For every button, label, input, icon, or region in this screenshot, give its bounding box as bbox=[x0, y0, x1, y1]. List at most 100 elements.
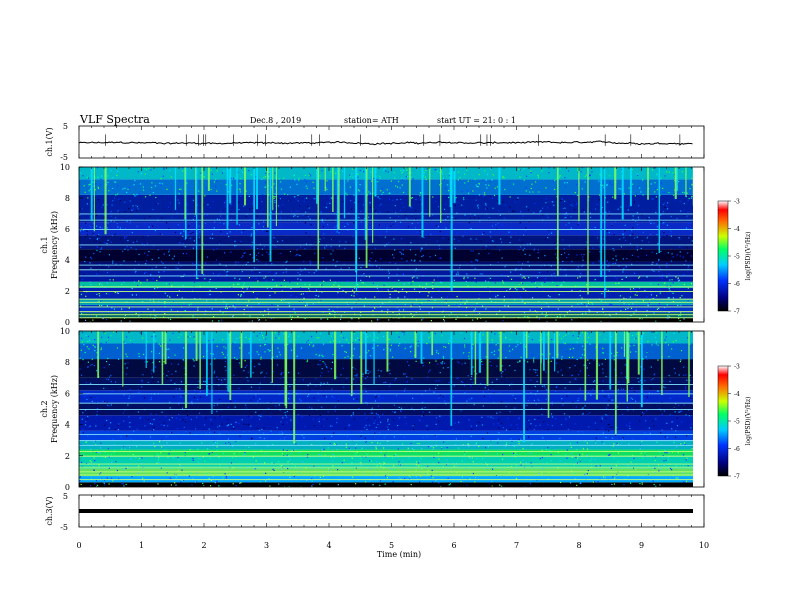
spectrogram-speckle bbox=[427, 235, 430, 238]
spectrogram-speckle bbox=[296, 253, 298, 256]
spectrogram-speckle bbox=[499, 484, 501, 486]
spectrogram-speckle bbox=[675, 446, 678, 448]
spectrogram-speckle bbox=[307, 453, 309, 456]
spectrogram-speckle bbox=[462, 381, 464, 383]
spectrogram-speckle bbox=[615, 465, 617, 467]
spectrogram-speckle bbox=[394, 411, 397, 413]
spectrogram-speckle bbox=[274, 292, 276, 294]
spectrogram-speckle bbox=[612, 196, 614, 198]
spectrogram-speckle bbox=[625, 431, 627, 433]
spectrogram-speckle bbox=[638, 381, 640, 383]
spectrogram-speckle bbox=[327, 318, 329, 320]
spectrogram-speckle bbox=[234, 277, 236, 279]
spectrogram-speckle bbox=[522, 241, 524, 243]
spectrogram-speckle bbox=[343, 459, 345, 461]
spectrogram-speckle bbox=[460, 480, 462, 483]
spectrogram-speckle bbox=[657, 359, 659, 361]
spectrogram-speckle bbox=[168, 251, 170, 253]
spectrogram-speckle bbox=[408, 392, 410, 394]
spectrogram-speckle bbox=[502, 282, 505, 284]
spectrogram-speckle bbox=[408, 364, 410, 366]
spectrogram-speckle bbox=[261, 254, 263, 256]
spectrogram-speckle bbox=[92, 232, 94, 235]
spectrogram-speckle bbox=[212, 237, 214, 240]
spectrogram-speckle bbox=[252, 291, 254, 294]
spectrogram-band bbox=[79, 476, 693, 483]
spectrogram-speckle bbox=[625, 239, 627, 242]
spectrogram-speckle bbox=[110, 220, 112, 222]
spectrogram-speckle bbox=[587, 469, 589, 472]
spectrogram-speckle bbox=[178, 191, 181, 193]
spectrogram-speckle bbox=[615, 312, 617, 315]
spectrogram-speckle bbox=[625, 424, 628, 426]
spectrogram-speckle bbox=[416, 261, 418, 263]
spectrogram-speckle bbox=[689, 188, 691, 190]
spectrogram-speckle bbox=[389, 261, 391, 263]
spectrogram-band bbox=[79, 343, 693, 360]
spectrogram-speckle bbox=[261, 335, 264, 337]
spectrogram-speckle bbox=[94, 483, 96, 485]
spectrogram-speckle bbox=[251, 320, 253, 322]
spectrogram-speckle bbox=[520, 431, 522, 433]
spectrogram-speckle bbox=[330, 456, 332, 458]
spectrogram-speckle bbox=[329, 442, 331, 445]
spectrogram-speckle bbox=[176, 294, 179, 296]
spectrogram-speckle bbox=[344, 356, 346, 359]
spectrogram-speckle bbox=[657, 390, 660, 392]
spectrogram-speckle bbox=[184, 451, 186, 454]
spectrogram-speckle bbox=[428, 312, 430, 314]
spectrogram-speckle bbox=[83, 344, 85, 346]
spectrogram-speckle bbox=[290, 210, 293, 212]
spectrogram-speckle bbox=[416, 277, 418, 279]
spectrogram-speckle bbox=[636, 294, 638, 296]
spectrogram-speckle bbox=[541, 170, 543, 172]
spectrogram-speckle bbox=[376, 461, 378, 463]
spectrogram-speckle bbox=[500, 485, 503, 487]
spectrogram-speckle bbox=[536, 374, 538, 377]
spectrogram-speckle bbox=[518, 439, 520, 441]
spectrogram-speckle bbox=[426, 475, 428, 477]
spectrogram-speckle bbox=[491, 468, 494, 470]
spectrogram-speckle bbox=[470, 190, 473, 192]
spectrogram-speckle bbox=[329, 196, 332, 198]
spectrogram-speckle bbox=[581, 188, 583, 190]
spectrogram-speckle bbox=[387, 289, 389, 291]
spectrogram-speckle bbox=[248, 277, 251, 279]
spectrogram-speckle bbox=[91, 358, 93, 360]
spectrogram-speckle bbox=[396, 199, 398, 201]
spectrogram-speckle bbox=[485, 451, 487, 453]
spectrogram-speckle bbox=[195, 435, 198, 437]
spectrogram-speckle bbox=[281, 369, 283, 371]
spectrogram-speckle bbox=[158, 276, 161, 278]
spectrogram-speckle bbox=[155, 414, 157, 416]
spectrogram-speckle bbox=[469, 457, 471, 459]
spectrogram-speckle bbox=[90, 396, 92, 399]
spectrogram-speckle bbox=[641, 483, 643, 486]
spectrogram-speckle bbox=[519, 222, 521, 224]
spectrogram-speckle bbox=[517, 417, 519, 420]
spectrogram-speckle bbox=[154, 287, 156, 290]
spectrogram-speckle bbox=[209, 278, 211, 281]
spectrogram-speckle bbox=[157, 287, 159, 289]
spectrogram-speckle bbox=[609, 182, 611, 184]
spectrogram-speckle bbox=[548, 471, 550, 473]
spectrogram-speckle bbox=[540, 265, 542, 267]
spectrogram-speckle bbox=[85, 295, 87, 297]
spectrogram-speckle bbox=[390, 180, 392, 182]
spectrogram-speckle bbox=[531, 281, 533, 283]
spectrogram-speckle bbox=[287, 472, 289, 474]
spectrogram-speckle bbox=[678, 315, 680, 317]
spectrogram-speckle bbox=[243, 453, 245, 455]
spectrogram-band bbox=[79, 167, 693, 180]
spectrogram-speckle bbox=[537, 174, 539, 176]
spectrogram-speckle bbox=[112, 200, 114, 202]
spectrogram-speckle bbox=[446, 459, 448, 461]
spectrogram-speckle bbox=[240, 178, 242, 180]
spectrogram-speckle bbox=[606, 230, 608, 232]
spectrogram-speckle bbox=[300, 400, 302, 402]
spectrogram-speckle bbox=[79, 305, 82, 307]
spectrogram-speckle bbox=[605, 414, 607, 416]
spectrogram-speckle bbox=[139, 332, 141, 334]
spectrogram-speckle bbox=[380, 258, 382, 260]
spectrogram-speckle bbox=[310, 224, 312, 226]
